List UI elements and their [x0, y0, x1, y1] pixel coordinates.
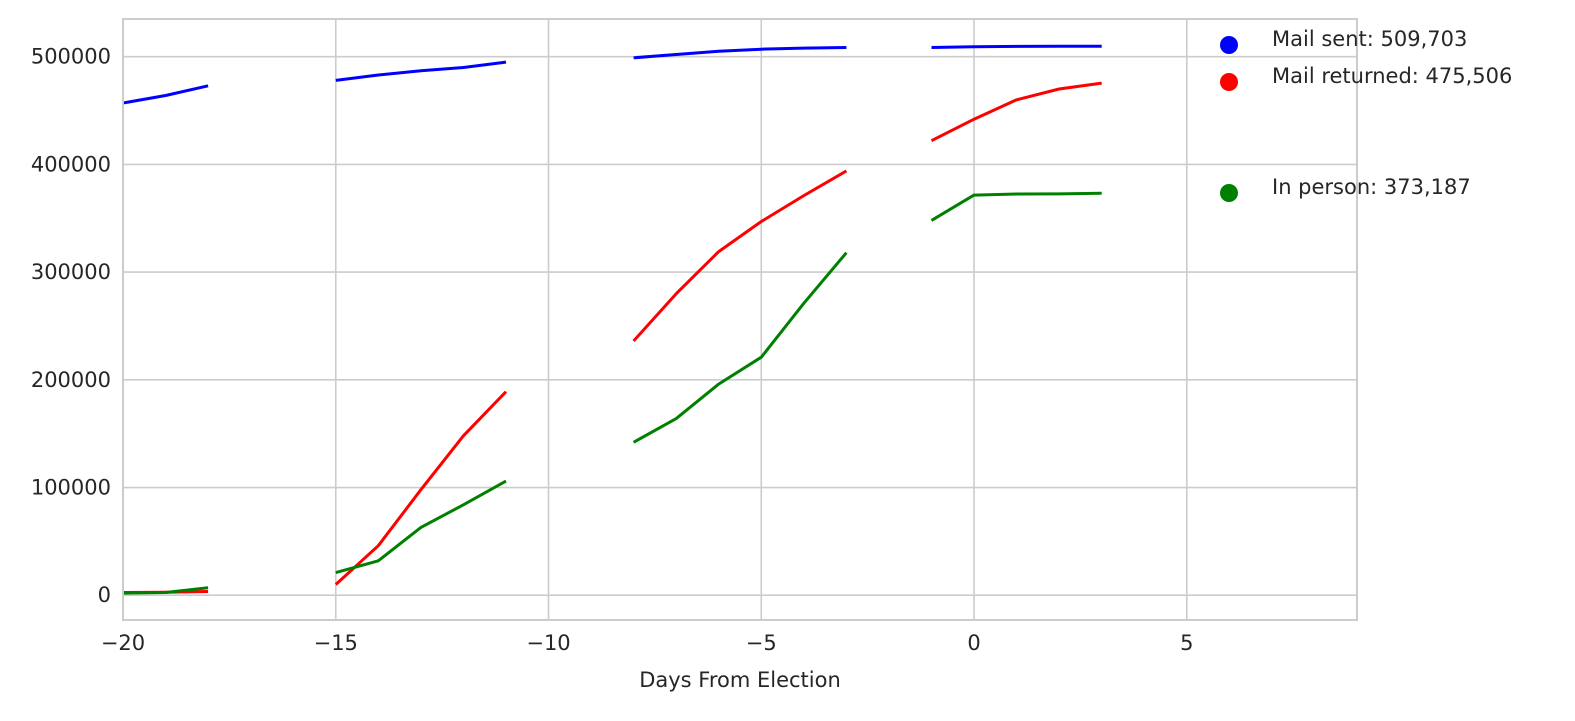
series-line-segment [334, 390, 508, 586]
y-tick-label: 500000 [31, 45, 111, 69]
legend-marker [1220, 73, 1238, 91]
series-mail-sent [122, 44, 1102, 105]
series-in-person [122, 191, 1102, 595]
x-tick-label: 5 [1180, 631, 1193, 655]
series-line-segment [633, 46, 847, 60]
x-tick-label: −15 [314, 631, 358, 655]
y-tick-label: 300000 [31, 260, 111, 284]
series-line-segment [930, 81, 1102, 143]
legend-item-in-person: In person: 373,187 [1220, 175, 1471, 202]
x-tick-label: 0 [967, 631, 980, 655]
series-line-segment [335, 60, 507, 82]
series-line-segment [122, 84, 209, 105]
legend-label: Mail sent: 509,703 [1272, 27, 1467, 51]
y-axis-ticks: 0 100000 200000 300000 400000 500000 [31, 45, 111, 608]
legend-label: In person: 373,187 [1272, 175, 1471, 199]
grid-lines [122, 19, 1357, 620]
x-tick-label: −20 [101, 631, 145, 655]
series-line-segment [122, 586, 209, 595]
legend-item-mail-sent: Mail sent: 509,703 [1220, 27, 1467, 54]
series-line-segment [931, 44, 1102, 49]
legend: Mail sent: 509,703 Mail returned: 475,506… [1220, 27, 1512, 202]
series-layer [122, 44, 1102, 595]
series-line-segment [632, 169, 848, 343]
series-line-segment [930, 191, 1102, 222]
x-axis-ticks: −20 −15 −10 −5 0 5 [101, 631, 1194, 655]
y-tick-label: 200000 [31, 368, 111, 392]
y-tick-label: 100000 [31, 476, 111, 500]
legend-marker [1220, 184, 1238, 202]
y-tick-label: 400000 [31, 152, 111, 176]
series-line-segment [335, 479, 507, 575]
series-line-segment [632, 251, 848, 444]
y-tick-label: 0 [98, 583, 111, 607]
legend-item-mail-returned: Mail returned: 475,506 [1220, 64, 1512, 91]
x-tick-label: −5 [746, 631, 777, 655]
x-axis-label: Days From Election [639, 668, 841, 692]
legend-marker [1220, 36, 1238, 54]
x-tick-label: −10 [526, 631, 570, 655]
plot-area-background [123, 19, 1357, 620]
legend-label: Mail returned: 475,506 [1272, 64, 1512, 88]
plot-frame [122, 18, 1358, 621]
